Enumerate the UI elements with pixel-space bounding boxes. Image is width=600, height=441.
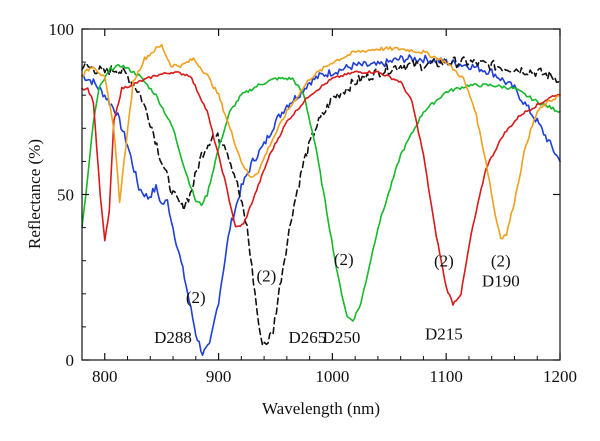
series-layer — [81, 43, 561, 356]
annotation-4: D265 — [288, 328, 326, 347]
x-tick-label-900: 900 — [206, 367, 232, 386]
annotation-10: D190 — [482, 272, 520, 291]
annotation-layer: (2)D288(2)D265(2)D250(2)D215(2)D190 — [154, 250, 520, 347]
annotation-5: (2) — [334, 250, 354, 269]
y-tick-label-50: 50 — [57, 186, 74, 205]
annotation-6: D250 — [323, 328, 361, 347]
annotation-3: (2) — [256, 267, 276, 286]
y-tick-label-0: 0 — [66, 351, 75, 370]
x-axis-title: Wavelength (nm) — [262, 399, 380, 418]
tick-layer: 800 900 1000 1100 1200 0 50 100 — [49, 20, 578, 386]
annotation-2: D288 — [154, 328, 192, 347]
x-tick-label-1100: 1100 — [430, 367, 463, 386]
annotation-8: D215 — [425, 325, 463, 344]
x-tick-label-1000: 1000 — [315, 367, 349, 386]
series-line-3 — [81, 64, 561, 322]
x-tick-label-800: 800 — [92, 367, 118, 386]
series-line-5 — [81, 43, 561, 240]
y-tick-label-100: 100 — [49, 20, 75, 39]
y-axis-title: Reflectance (%) — [25, 139, 44, 249]
annotation-1: (2) — [186, 288, 206, 307]
series-line-4 — [81, 70, 561, 306]
series-line-1 — [81, 54, 561, 356]
annotation-7: (2) — [434, 252, 454, 271]
x-tick-label-1200: 1200 — [543, 367, 577, 386]
annotation-9: (2) — [491, 252, 511, 271]
